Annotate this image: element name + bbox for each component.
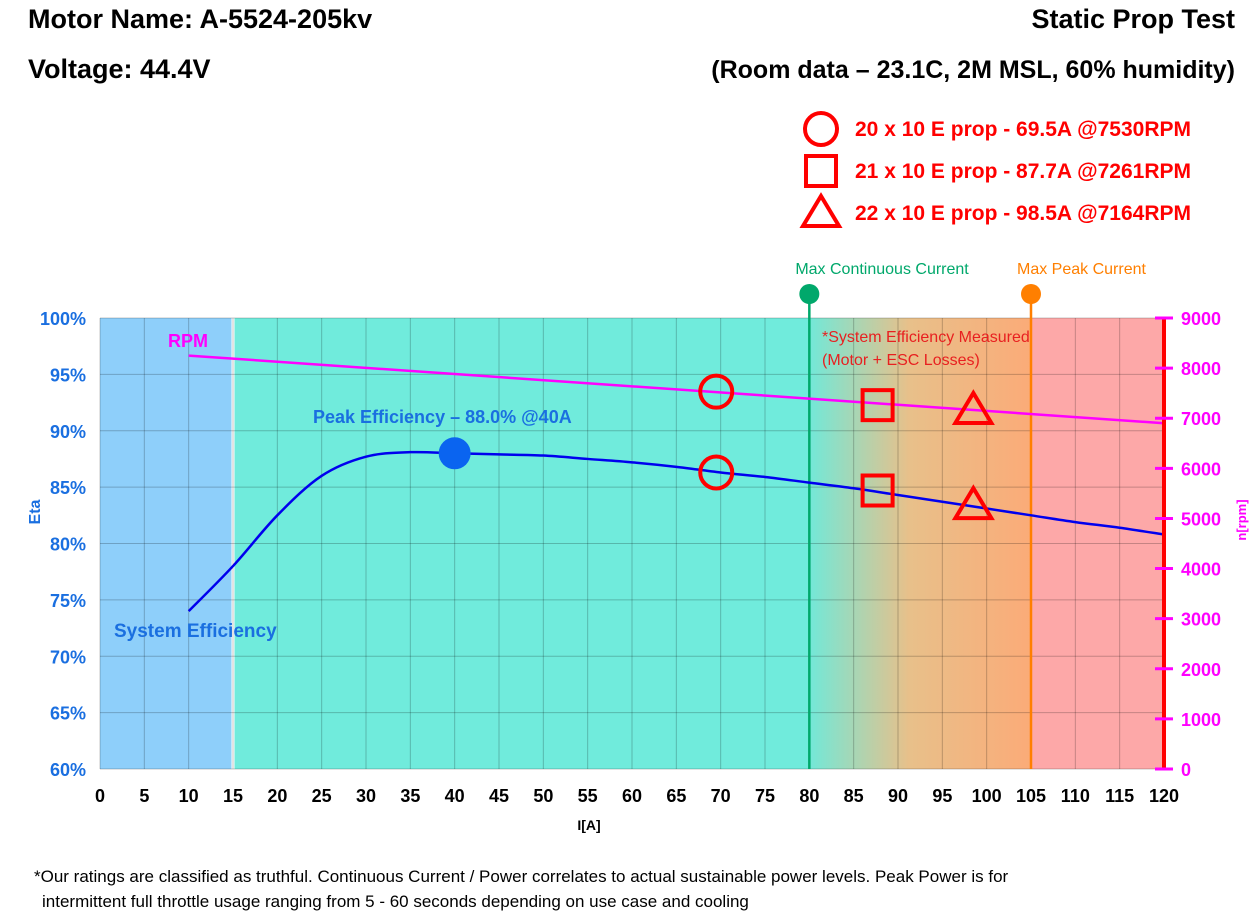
- x-axis-tick-label: 50: [533, 786, 553, 806]
- prop-rpm-marker-square: [860, 388, 895, 423]
- prop-rpm-marker-triangle: [951, 389, 995, 426]
- right-axis-tick-label: 8000: [1181, 359, 1221, 379]
- zone-low-current: [100, 318, 233, 769]
- prop-efficiency-marker-circle: [698, 454, 735, 491]
- left-axis-tick-label: 100%: [40, 309, 86, 329]
- x-axis-title: I[A]: [577, 817, 600, 833]
- footnote-line-1: *Our ratings are classified as truthful.…: [34, 867, 1009, 886]
- right-axis-tick-label: 3000: [1181, 610, 1221, 630]
- left-axis-title: Eta: [27, 499, 44, 524]
- chart-series: [187, 284, 1165, 769]
- x-axis-tick-label: 10: [179, 786, 199, 806]
- x-axis-tick-label: 35: [400, 786, 420, 806]
- efficiency-line: [187, 450, 1165, 613]
- legend-entry: 20 x 10 E prop - 69.5A @7530RPM: [855, 118, 1191, 141]
- x-axis-tick-label: 20: [267, 786, 287, 806]
- efficiency-series-label: System Efficiency: [114, 621, 277, 642]
- chart-labels: Max Continuous Current Max Peak Current Pe…: [114, 261, 1146, 642]
- x-axis-tick-label: 115: [1105, 786, 1134, 806]
- x-axis-tick-label: 120: [1149, 786, 1179, 806]
- efficiency-note-line-1: *System Efficiency Measured: [822, 329, 1030, 346]
- x-axis-tick-label: 70: [711, 786, 731, 806]
- limit-marker: [799, 284, 820, 304]
- legend-triangle-icon: [799, 192, 843, 228]
- legend-entry: 21 x 10 E prop - 87.7A @7261RPM: [855, 160, 1191, 183]
- efficiency-chart: 010002000300040005000600070008000900060%…: [27, 111, 1249, 833]
- left-axis-tick-label: 65%: [50, 704, 86, 724]
- x-axis-tick-label: 5: [139, 786, 149, 806]
- x-axis-tick-label: 100: [972, 786, 1002, 806]
- legend-square-icon: [804, 154, 838, 188]
- x-axis-tick-label: 110: [1061, 786, 1090, 806]
- legend-entry: 22 x 10 E prop - 98.5A @7164RPM: [855, 202, 1191, 225]
- limit-marker: [1021, 284, 1041, 304]
- prop-efficiency-marker-triangle: [951, 484, 995, 521]
- limit-label: Max Peak Current: [1017, 261, 1146, 278]
- right-axis-tick-label: 9000: [1181, 309, 1221, 329]
- peak-efficiency-label: Peak Efficiency – 88.0% @40A: [313, 407, 572, 427]
- right-axis-tick-label: 4000: [1181, 560, 1221, 580]
- right-axis-tick-label: 7000: [1181, 409, 1221, 429]
- x-axis-tick-label: 105: [1016, 786, 1046, 806]
- room-data-title: (Room data – 23.1C, 2M MSL, 60% humidity…: [711, 56, 1235, 84]
- x-axis-tick-label: 65: [666, 786, 686, 806]
- left-axis-tick-label: 60%: [50, 760, 86, 780]
- left-axis-tick-label: 70%: [50, 647, 86, 667]
- right-axis-tick-label: 1000: [1181, 710, 1221, 730]
- x-axis-tick-label: 45: [489, 786, 509, 806]
- x-axis-tick-label: 40: [445, 786, 465, 806]
- x-axis-tick-label: 30: [356, 786, 376, 806]
- footnote: *Our ratings are classified as truthful.…: [34, 864, 1234, 914]
- motor-name-title: Motor Name: A-5524-205kv: [28, 4, 373, 34]
- zone-over-peak: [1031, 318, 1164, 769]
- peak-efficiency-point: [438, 437, 471, 470]
- left-axis-tick-label: 75%: [50, 591, 86, 611]
- prop-efficiency-marker-square: [860, 473, 895, 508]
- rpm-series-label: RPM: [168, 331, 208, 351]
- footnote-line-2: intermittent full throttle usage ranging…: [42, 892, 749, 911]
- chart-zones: [100, 318, 1164, 769]
- x-axis-tick-label: 90: [888, 786, 908, 806]
- zone-peak-range: [809, 318, 1031, 769]
- legend-circle-icon: [803, 111, 839, 147]
- x-axis-tick-label: 25: [312, 786, 332, 806]
- right-axis-tick-label: 2000: [1181, 660, 1221, 680]
- x-axis-tick-label: 85: [844, 786, 864, 806]
- rpm-line: [188, 354, 1165, 425]
- left-axis-tick-label: 85%: [50, 478, 86, 498]
- right-axis-tick-label: 5000: [1181, 509, 1221, 529]
- efficiency-note-line-2: (Motor + ESC Losses): [822, 352, 980, 369]
- right-axis-title: n[rpm]: [1234, 499, 1249, 540]
- test-type-title: Static Prop Test: [1031, 4, 1235, 34]
- prop-rpm-marker-circle: [698, 373, 735, 410]
- chart-axes: 010002000300040005000600070008000900060%…: [27, 309, 1249, 833]
- x-axis-tick-label: 0: [95, 786, 105, 806]
- voltage-title: Voltage: 44.4V: [28, 54, 211, 84]
- right-axis-tick-label: 6000: [1181, 459, 1221, 479]
- x-axis-tick-label: 75: [755, 786, 775, 806]
- legend: 20 x 10 E prop - 69.5A @7530RPM 21 x 10 E…: [799, 111, 1191, 228]
- x-axis-tick-label: 55: [578, 786, 598, 806]
- right-axis-tick-label: 0: [1181, 760, 1191, 780]
- left-axis-tick-label: 80%: [50, 535, 86, 555]
- x-axis-tick-label: 80: [799, 786, 819, 806]
- left-axis-tick-label: 95%: [50, 365, 86, 385]
- limit-label: Max Continuous Current: [795, 261, 969, 278]
- x-axis-tick-label: 60: [622, 786, 642, 806]
- left-axis-tick-label: 90%: [50, 422, 86, 442]
- x-axis-tick-label: 95: [932, 786, 952, 806]
- x-axis-tick-label: 15: [223, 786, 243, 806]
